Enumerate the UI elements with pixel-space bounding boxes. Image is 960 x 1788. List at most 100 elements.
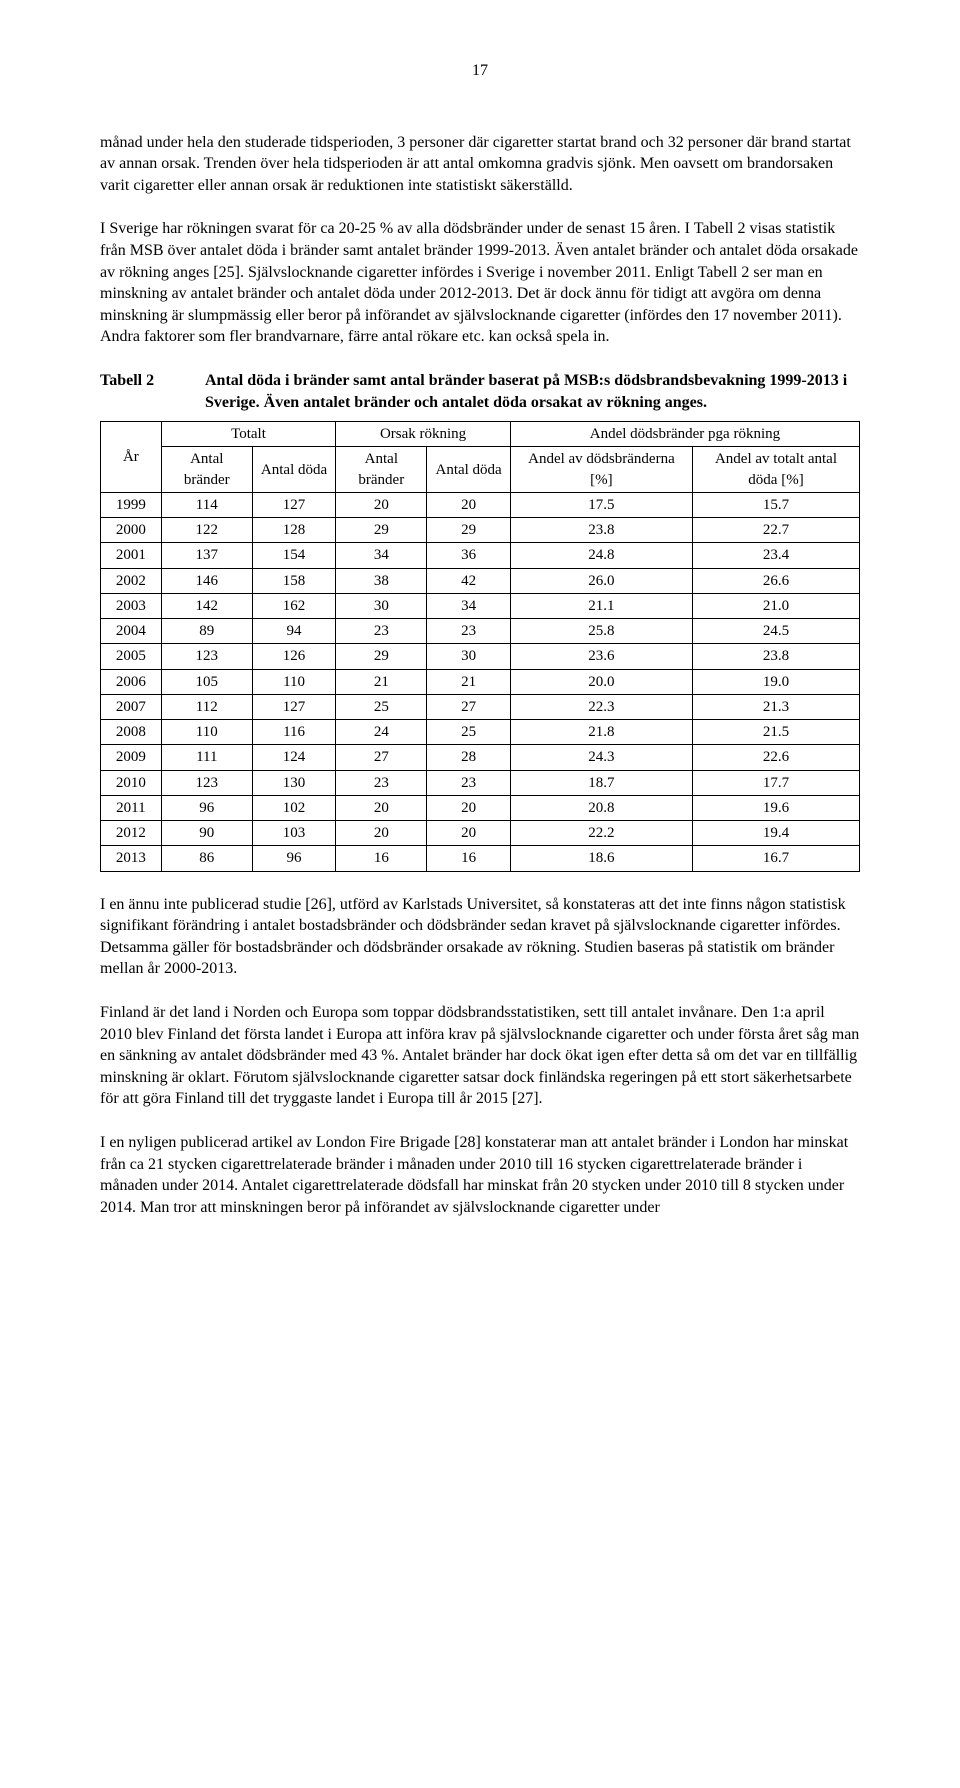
table-cell: 20 (336, 821, 427, 846)
table-cell: 16 (336, 846, 427, 871)
table-cell: 89 (161, 619, 252, 644)
table-cell: 114 (161, 492, 252, 517)
table-cell: 30 (336, 593, 427, 618)
table-cell: 137 (161, 543, 252, 568)
table-cell: 158 (252, 568, 335, 593)
table-caption: Tabell 2 Antal döda i bränder samt antal… (100, 370, 860, 413)
table-cell: 112 (161, 694, 252, 719)
col-group-total: Totalt (161, 422, 336, 447)
table-cell: 22.7 (693, 518, 860, 543)
table-cell: 20 (336, 795, 427, 820)
table-cell: 128 (252, 518, 335, 543)
table-cell: 18.7 (510, 770, 692, 795)
table-cell: 28 (427, 745, 510, 770)
table-cell: 42 (427, 568, 510, 593)
table-cell: 23 (427, 619, 510, 644)
table-cell: 34 (427, 593, 510, 618)
table-cell: 21.1 (510, 593, 692, 618)
table-cell: 23.4 (693, 543, 860, 568)
table-cell: 127 (252, 694, 335, 719)
table-cell: 21.8 (510, 720, 692, 745)
table-cell: 36 (427, 543, 510, 568)
table-cell: 17.5 (510, 492, 692, 517)
table-cell: 2002 (101, 568, 162, 593)
table-cell: 162 (252, 593, 335, 618)
table-row: 2008110116242521.821.5 (101, 720, 860, 745)
table-cell: 130 (252, 770, 335, 795)
table-cell: 29 (336, 518, 427, 543)
paragraph-5: I en nyligen publicerad artikel av Londo… (100, 1132, 860, 1218)
table-cell: 2012 (101, 821, 162, 846)
table-cell: 23 (427, 770, 510, 795)
table-row: 2000122128292923.822.7 (101, 518, 860, 543)
table-cell: 20 (427, 492, 510, 517)
col-group-share: Andel dödsbränder pga rökning (510, 422, 859, 447)
col-year: År (101, 422, 162, 493)
data-table: År Totalt Orsak rökning Andel dödsbrände… (100, 421, 860, 872)
table-cell: 16.7 (693, 846, 860, 871)
page-number: 17 (100, 60, 860, 82)
table-cell: 122 (161, 518, 252, 543)
table-header-row-1: År Totalt Orsak rökning Andel dödsbrände… (101, 422, 860, 447)
table-cell: 2007 (101, 694, 162, 719)
table-cell: 21.5 (693, 720, 860, 745)
table-cell: 2000 (101, 518, 162, 543)
table-cell: 24.3 (510, 745, 692, 770)
table-cell: 27 (336, 745, 427, 770)
table-row: 2009111124272824.322.6 (101, 745, 860, 770)
col-total-fires: Antal bränder (161, 447, 252, 493)
col-smoking-dead: Antal döda (427, 447, 510, 493)
table-row: 201290103202022.219.4 (101, 821, 860, 846)
table-cell: 146 (161, 568, 252, 593)
table-cell: 19.6 (693, 795, 860, 820)
table-cell: 126 (252, 644, 335, 669)
table-cell: 123 (161, 644, 252, 669)
col-group-smoking: Orsak rökning (336, 422, 511, 447)
table-cell: 2008 (101, 720, 162, 745)
table-cell: 90 (161, 821, 252, 846)
table-row: 20048994232325.824.5 (101, 619, 860, 644)
table-cell: 127 (252, 492, 335, 517)
table-cell: 22.2 (510, 821, 692, 846)
table-row: 1999114127202017.515.7 (101, 492, 860, 517)
table-cell: 2011 (101, 795, 162, 820)
table-cell: 96 (252, 846, 335, 871)
table-cell: 21.0 (693, 593, 860, 618)
table-cell: 24.8 (510, 543, 692, 568)
table-caption-text: Antal döda i bränder samt antal bränder … (205, 370, 860, 413)
table-cell: 94 (252, 619, 335, 644)
table-cell: 27 (427, 694, 510, 719)
table-cell: 38 (336, 568, 427, 593)
table-cell: 19.4 (693, 821, 860, 846)
col-smoking-fires: Antal bränder (336, 447, 427, 493)
table-cell: 86 (161, 846, 252, 871)
table-row: 2003142162303421.121.0 (101, 593, 860, 618)
table-cell: 21 (427, 669, 510, 694)
table-cell: 16 (427, 846, 510, 871)
table-row: 2006105110212120.019.0 (101, 669, 860, 694)
table-cell: 23 (336, 770, 427, 795)
table-cell: 22.6 (693, 745, 860, 770)
table-cell: 1999 (101, 492, 162, 517)
table-cell: 24 (336, 720, 427, 745)
table-cell: 19.0 (693, 669, 860, 694)
table-cell: 2004 (101, 619, 162, 644)
table-cell: 20 (427, 795, 510, 820)
table-row: 201196102202020.819.6 (101, 795, 860, 820)
table-row: 2001137154343624.823.4 (101, 543, 860, 568)
table-cell: 23.8 (510, 518, 692, 543)
table-label: Tabell 2 (100, 370, 205, 413)
table-cell: 21 (336, 669, 427, 694)
table-cell: 2010 (101, 770, 162, 795)
table-row: 2010123130232318.717.7 (101, 770, 860, 795)
table-cell: 15.7 (693, 492, 860, 517)
table-header-row-2: Antal bränder Antal döda Antal bränder A… (101, 447, 860, 493)
table-cell: 20 (336, 492, 427, 517)
table-cell: 110 (252, 669, 335, 694)
table-cell: 23 (336, 619, 427, 644)
table-row: 2002146158384226.026.6 (101, 568, 860, 593)
table-cell: 30 (427, 644, 510, 669)
table-cell: 123 (161, 770, 252, 795)
table-cell: 29 (427, 518, 510, 543)
table-cell: 2009 (101, 745, 162, 770)
